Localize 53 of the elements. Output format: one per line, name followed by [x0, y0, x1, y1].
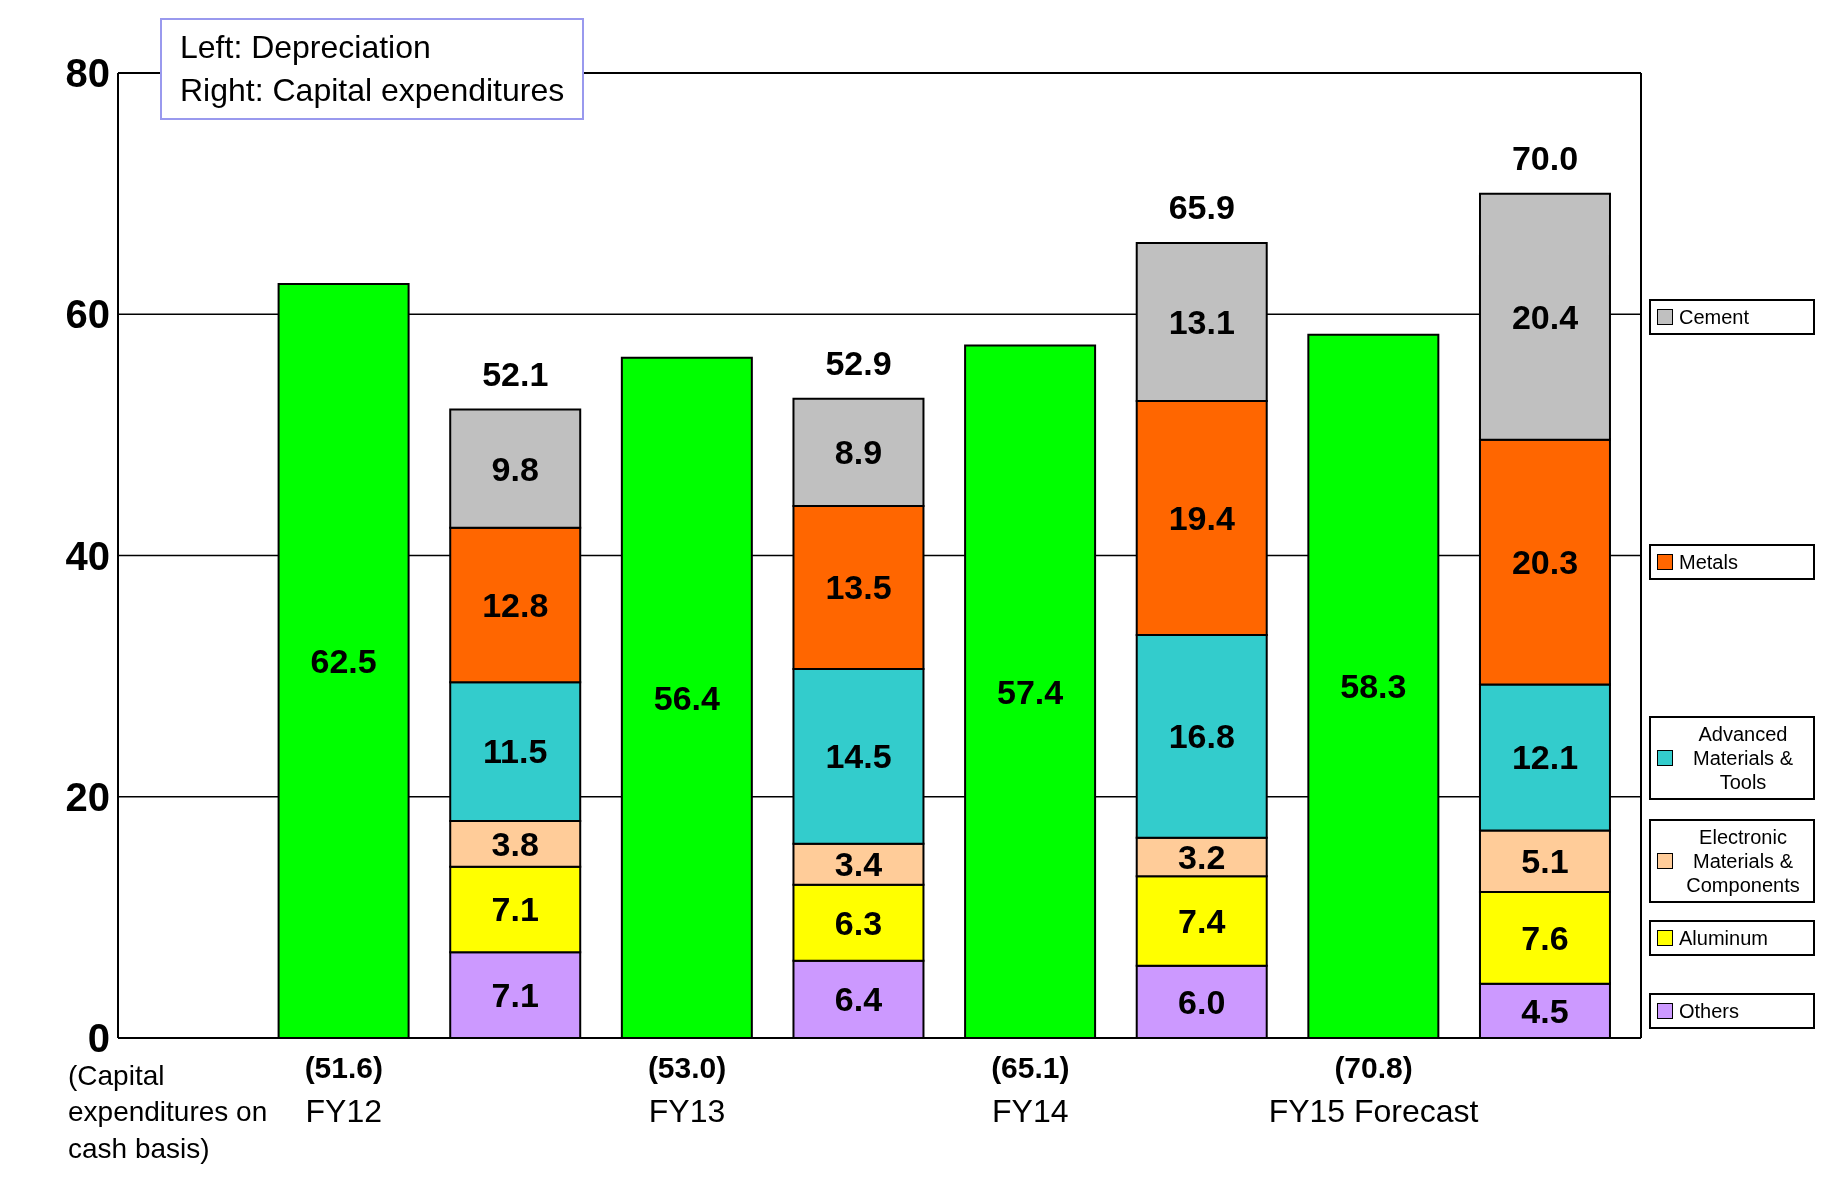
- data-label: 56.4: [653, 678, 721, 717]
- data-label: 20.4: [1511, 297, 1579, 336]
- x-tick-label: FY13: [648, 1093, 726, 1129]
- y-tick-label: 60: [65, 292, 110, 337]
- data-label: 7.6: [1521, 918, 1569, 957]
- data-label: 3.8: [491, 824, 539, 863]
- text: (65.1): [991, 1051, 1070, 1084]
- data-label: 13.1: [1168, 302, 1235, 341]
- data-label: 20.3: [1511, 543, 1579, 582]
- data-label: 11.5: [483, 732, 548, 771]
- x-tick-label: FY12: [305, 1093, 383, 1129]
- data-label: 19.4: [1168, 499, 1235, 538]
- x-tick-label: FY14: [992, 1093, 1069, 1129]
- text: (51.6): [304, 1051, 383, 1084]
- annotation: Left: Depreciation Right: Capital expenditures: [160, 18, 585, 121]
- text: (53.0): [647, 1051, 727, 1084]
- y-tick-label: 20: [65, 774, 110, 819]
- legend-label: Aluminum: [1679, 925, 1768, 950]
- data-label: 14.5: [825, 737, 892, 776]
- total-label: 52.9: [825, 343, 892, 382]
- data-label: 8.9: [834, 433, 883, 472]
- data-label: 12.1: [1511, 738, 1579, 777]
- x-tick-label: FY15 Forecast: [1268, 1093, 1479, 1129]
- data-label: 16.8: [1168, 717, 1235, 756]
- legend-label: Advanced Materials & Tools: [1692, 721, 1794, 794]
- data-label: 6.4: [834, 980, 883, 1019]
- data-label: 4.5: [1521, 991, 1569, 1030]
- data-label: 6.0: [1178, 982, 1226, 1021]
- y-tick-label: 80: [65, 51, 110, 96]
- text: (70.8): [1334, 1051, 1413, 1084]
- legend-label: Cement: [1679, 304, 1750, 329]
- data-label: 58.3: [1340, 667, 1407, 706]
- total-label: 52.1: [482, 354, 549, 393]
- data-label: 62.5: [310, 641, 377, 680]
- y-tick-label: 0: [87, 1016, 110, 1061]
- text: (Capital expenditures on cash basis): [68, 1059, 268, 1166]
- data-label: 6.3: [834, 903, 883, 942]
- data-label: 57.4: [997, 672, 1064, 711]
- y-tick-label: 40: [65, 533, 110, 578]
- total-label: 70.0: [1511, 138, 1579, 177]
- legend-label: Metals: [1679, 550, 1738, 575]
- data-label: 13.5: [825, 568, 892, 607]
- data-label: 12.8: [482, 585, 549, 624]
- data-label: 9.8: [491, 449, 539, 488]
- data-label: 7.4: [1178, 901, 1226, 940]
- data-label: 5.1: [1521, 842, 1569, 881]
- total-label: 65.9: [1168, 188, 1235, 227]
- data-label: 7.1: [491, 890, 539, 929]
- data-label: 3.4: [834, 845, 883, 884]
- legend-label: Others: [1679, 998, 1740, 1023]
- text: Electronic Materials & Components: [1685, 825, 1801, 898]
- data-label: 7.1: [491, 976, 539, 1015]
- data-label: 3.2: [1178, 837, 1226, 876]
